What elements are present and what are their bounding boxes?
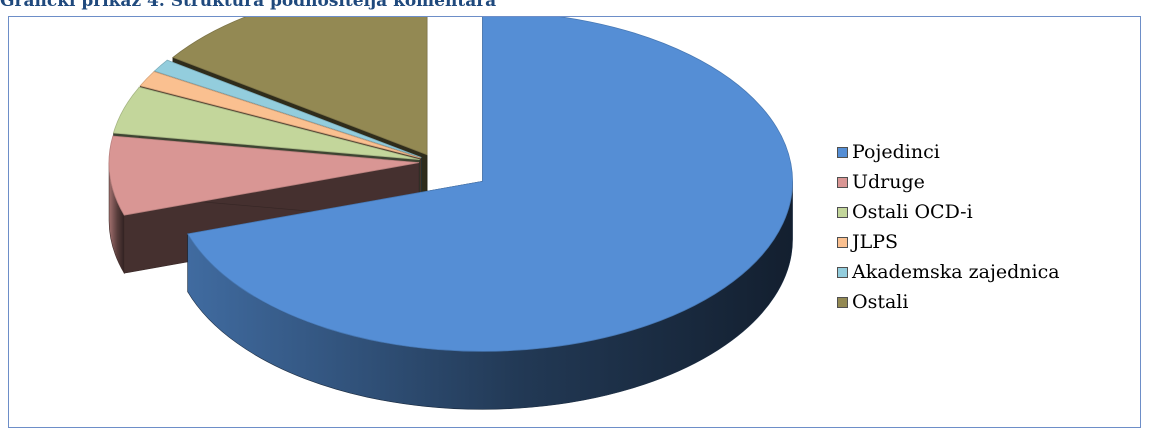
legend-label: Pojedinci: [852, 141, 940, 163]
pie-slice-1: [187, 17, 793, 410]
pie-slice-4-top: [139, 71, 421, 159]
pie-slice-3-top: [112, 86, 420, 160]
legend-swatch: [837, 176, 848, 188]
legend-label: Ostali: [852, 291, 909, 313]
legend-item: Pojedinci: [837, 137, 1060, 167]
pie-slice-2-top: [108, 135, 420, 216]
legend-item: Akademska zajednica: [837, 257, 1060, 287]
legend-item: JLPS: [837, 227, 1060, 257]
legend-label: Ostali OCD-i: [852, 201, 973, 223]
pie-slice-1-top: [187, 17, 793, 352]
legend-label: Udruge: [852, 171, 925, 193]
legend-swatch: [837, 266, 848, 278]
chart-area: Pojedinci Udruge Ostali OCD-i JLPS Akademska…: [8, 16, 1141, 428]
pie-chart: [108, 17, 793, 410]
page-title: Grafički prikaz 4. Struktura podnositelj…: [0, 0, 497, 11]
legend-item: Udruge: [837, 167, 1060, 197]
legend-item: Ostali: [837, 287, 1060, 317]
legend-label: JLPS: [852, 231, 899, 253]
legend-label: Akademska zajednica: [852, 261, 1060, 283]
legend-item: Ostali OCD-i: [837, 197, 1060, 227]
legend-swatch: [837, 236, 848, 248]
pie-slice-5-top: [153, 59, 422, 158]
legend-swatch: [837, 206, 848, 218]
legend-swatch: [837, 296, 848, 308]
legend: Pojedinci Udruge Ostali OCD-i JLPS Akademska…: [837, 137, 1060, 317]
pie-slice-6-top: [172, 17, 428, 156]
legend-swatch: [837, 146, 848, 158]
